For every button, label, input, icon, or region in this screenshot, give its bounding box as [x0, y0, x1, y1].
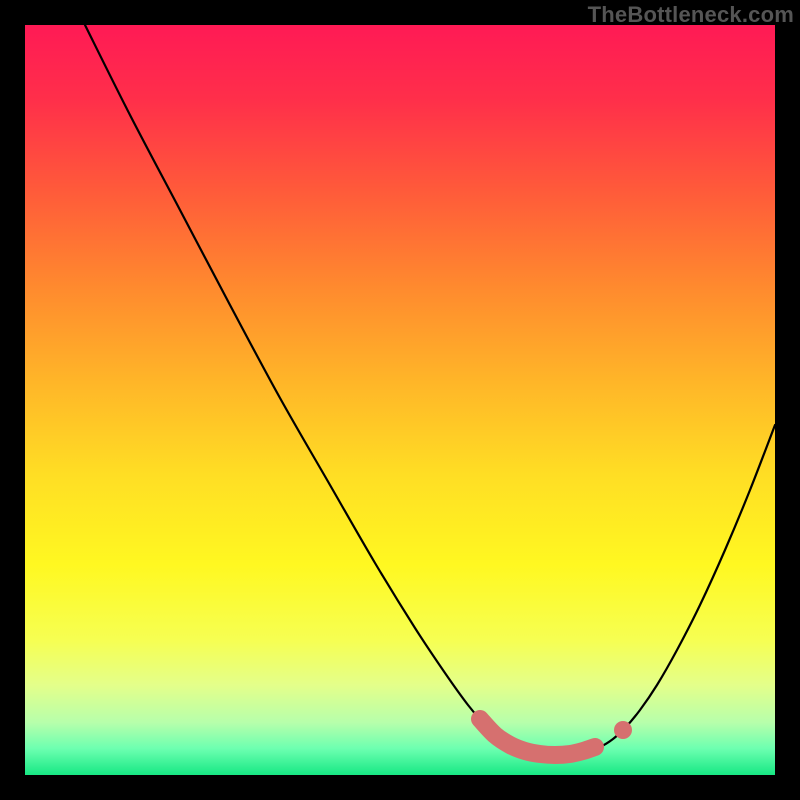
- chart-frame: TheBottleneck.com: [0, 0, 800, 800]
- watermark-text: TheBottleneck.com: [588, 2, 794, 28]
- bottleneck-chart: [25, 25, 775, 775]
- gradient-background: [25, 25, 775, 775]
- plot-area: [25, 25, 775, 775]
- highlight-dot: [614, 721, 632, 739]
